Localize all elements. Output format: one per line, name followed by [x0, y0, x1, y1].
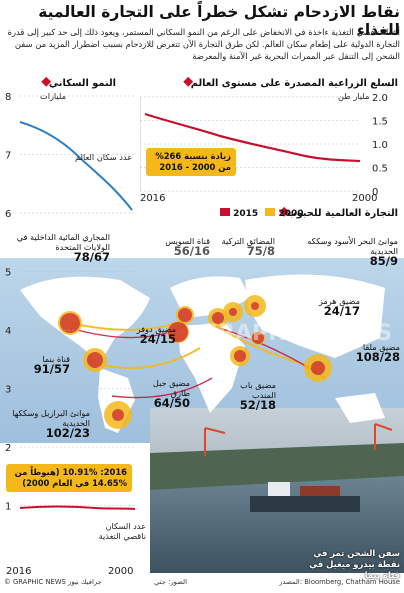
grain-heading: التجارة العالمية للحبوب [277, 206, 398, 219]
agri-y-tick: 0 [372, 187, 378, 198]
legend-2000-swatch [265, 208, 276, 216]
chokepoint-suez: قناة السويس 56/16 [165, 236, 210, 258]
north-america [20, 276, 150, 363]
map-area: GRAPHIC NEWS [0, 258, 404, 573]
agri-callout: زيادة بنسبة 266% من 2000 - 2016 [146, 148, 236, 176]
asia [245, 274, 385, 358]
agri-y-tick: 2.0 [372, 93, 388, 104]
agri-x-end: 2000 [352, 193, 378, 204]
undernourished-callout: 2016: 10.91% (هبوطاً من 14.65% في العام … [6, 464, 132, 492]
chokepoint-markers [58, 295, 332, 429]
pop-y-tick: 3 [5, 385, 11, 396]
pop-y-tick: 1 [5, 502, 11, 513]
undernourished-line [19, 505, 136, 510]
grain-legend: 2015 2000 [220, 208, 304, 219]
agri-y-tick: 1.5 [372, 117, 388, 128]
agri-line [144, 112, 361, 163]
agri-unit: مليار طن [338, 91, 370, 101]
agri-x-start: 2016 [140, 193, 166, 204]
pop-y-tick: 2 [5, 443, 11, 454]
footer-source: المصدر: Bloomberg, Chatham House [279, 578, 400, 586]
page-title: نقاط الازدحام تشكل خطراً على التجارة الع… [38, 3, 400, 39]
chokepoint-brazil: موانئ البرازيل وسككها الحديدية 102/23 [12, 408, 90, 440]
pop-y-tick: 4 [5, 326, 11, 337]
world-pop-line [19, 121, 133, 211]
undernourished-label: عدد السكان ناقصي التغذية [98, 521, 146, 541]
chokepoint-gibraltar: مضيق جبل طارق 64/50 [152, 378, 190, 410]
australia [335, 393, 385, 423]
agri-y-tick: 1.0 [372, 140, 388, 151]
pop-y-tick: 5 [5, 268, 11, 279]
pop-x-start: 2016 [6, 566, 32, 577]
world-pop-label: عدد سكان العالم [75, 152, 133, 162]
watermark: GRAPHIC NEWS [200, 321, 392, 346]
population-chart: 8 7 6 5 4 3 2 1 [5, 92, 136, 513]
pop-y-tick: 7 [5, 151, 11, 162]
chokepoint-bab-el-mandeb: مضيق باب المندب 52/18 [239, 380, 276, 412]
population-heading: النمو السكاني [39, 76, 116, 89]
africa [178, 323, 245, 413]
footer-photo-credit: الصور: جتي [154, 578, 188, 586]
chokepoint-malacca: مضيق ملقا 108/28 [355, 342, 400, 364]
pop-x-end: 2000 [108, 566, 134, 577]
chokepoint-dover: مضيق دوفر 24/15 [136, 324, 176, 346]
pop-y-tick: 6 [5, 209, 11, 220]
agri-heading: السلع الزراعية المصدرة على مستوى العالم [181, 76, 398, 89]
photo-caption: سفن الشحن تمر في نقطة بيدرو ميغيل في قنا… [309, 548, 400, 580]
chokepoint-black-sea: موانئ البحر الأسود وسككه الحديدية 85/9 [307, 236, 398, 268]
agri-y-tick: 0.5 [372, 164, 388, 175]
chokepoint-panama: قناة بنما 91/57 [33, 354, 70, 376]
pop-y-tick: 8 [5, 92, 11, 103]
intro-text: أعداد ناقصي التغذية ءاخذة في الانخفاض عل… [7, 27, 400, 61]
chokepoint-turkish-straits: المضائق التركية 75/8 [221, 236, 275, 258]
legend-2015-swatch [220, 208, 230, 216]
chokepoint-us-waterways: المجاري المائية الداخلية في الولايات الم… [16, 232, 110, 264]
footer-brand: © GRAPHIC NEWS جرافيك نيوز [4, 578, 102, 586]
chokepoint-hormuz: مضيق هرمز 24/17 [318, 296, 360, 318]
